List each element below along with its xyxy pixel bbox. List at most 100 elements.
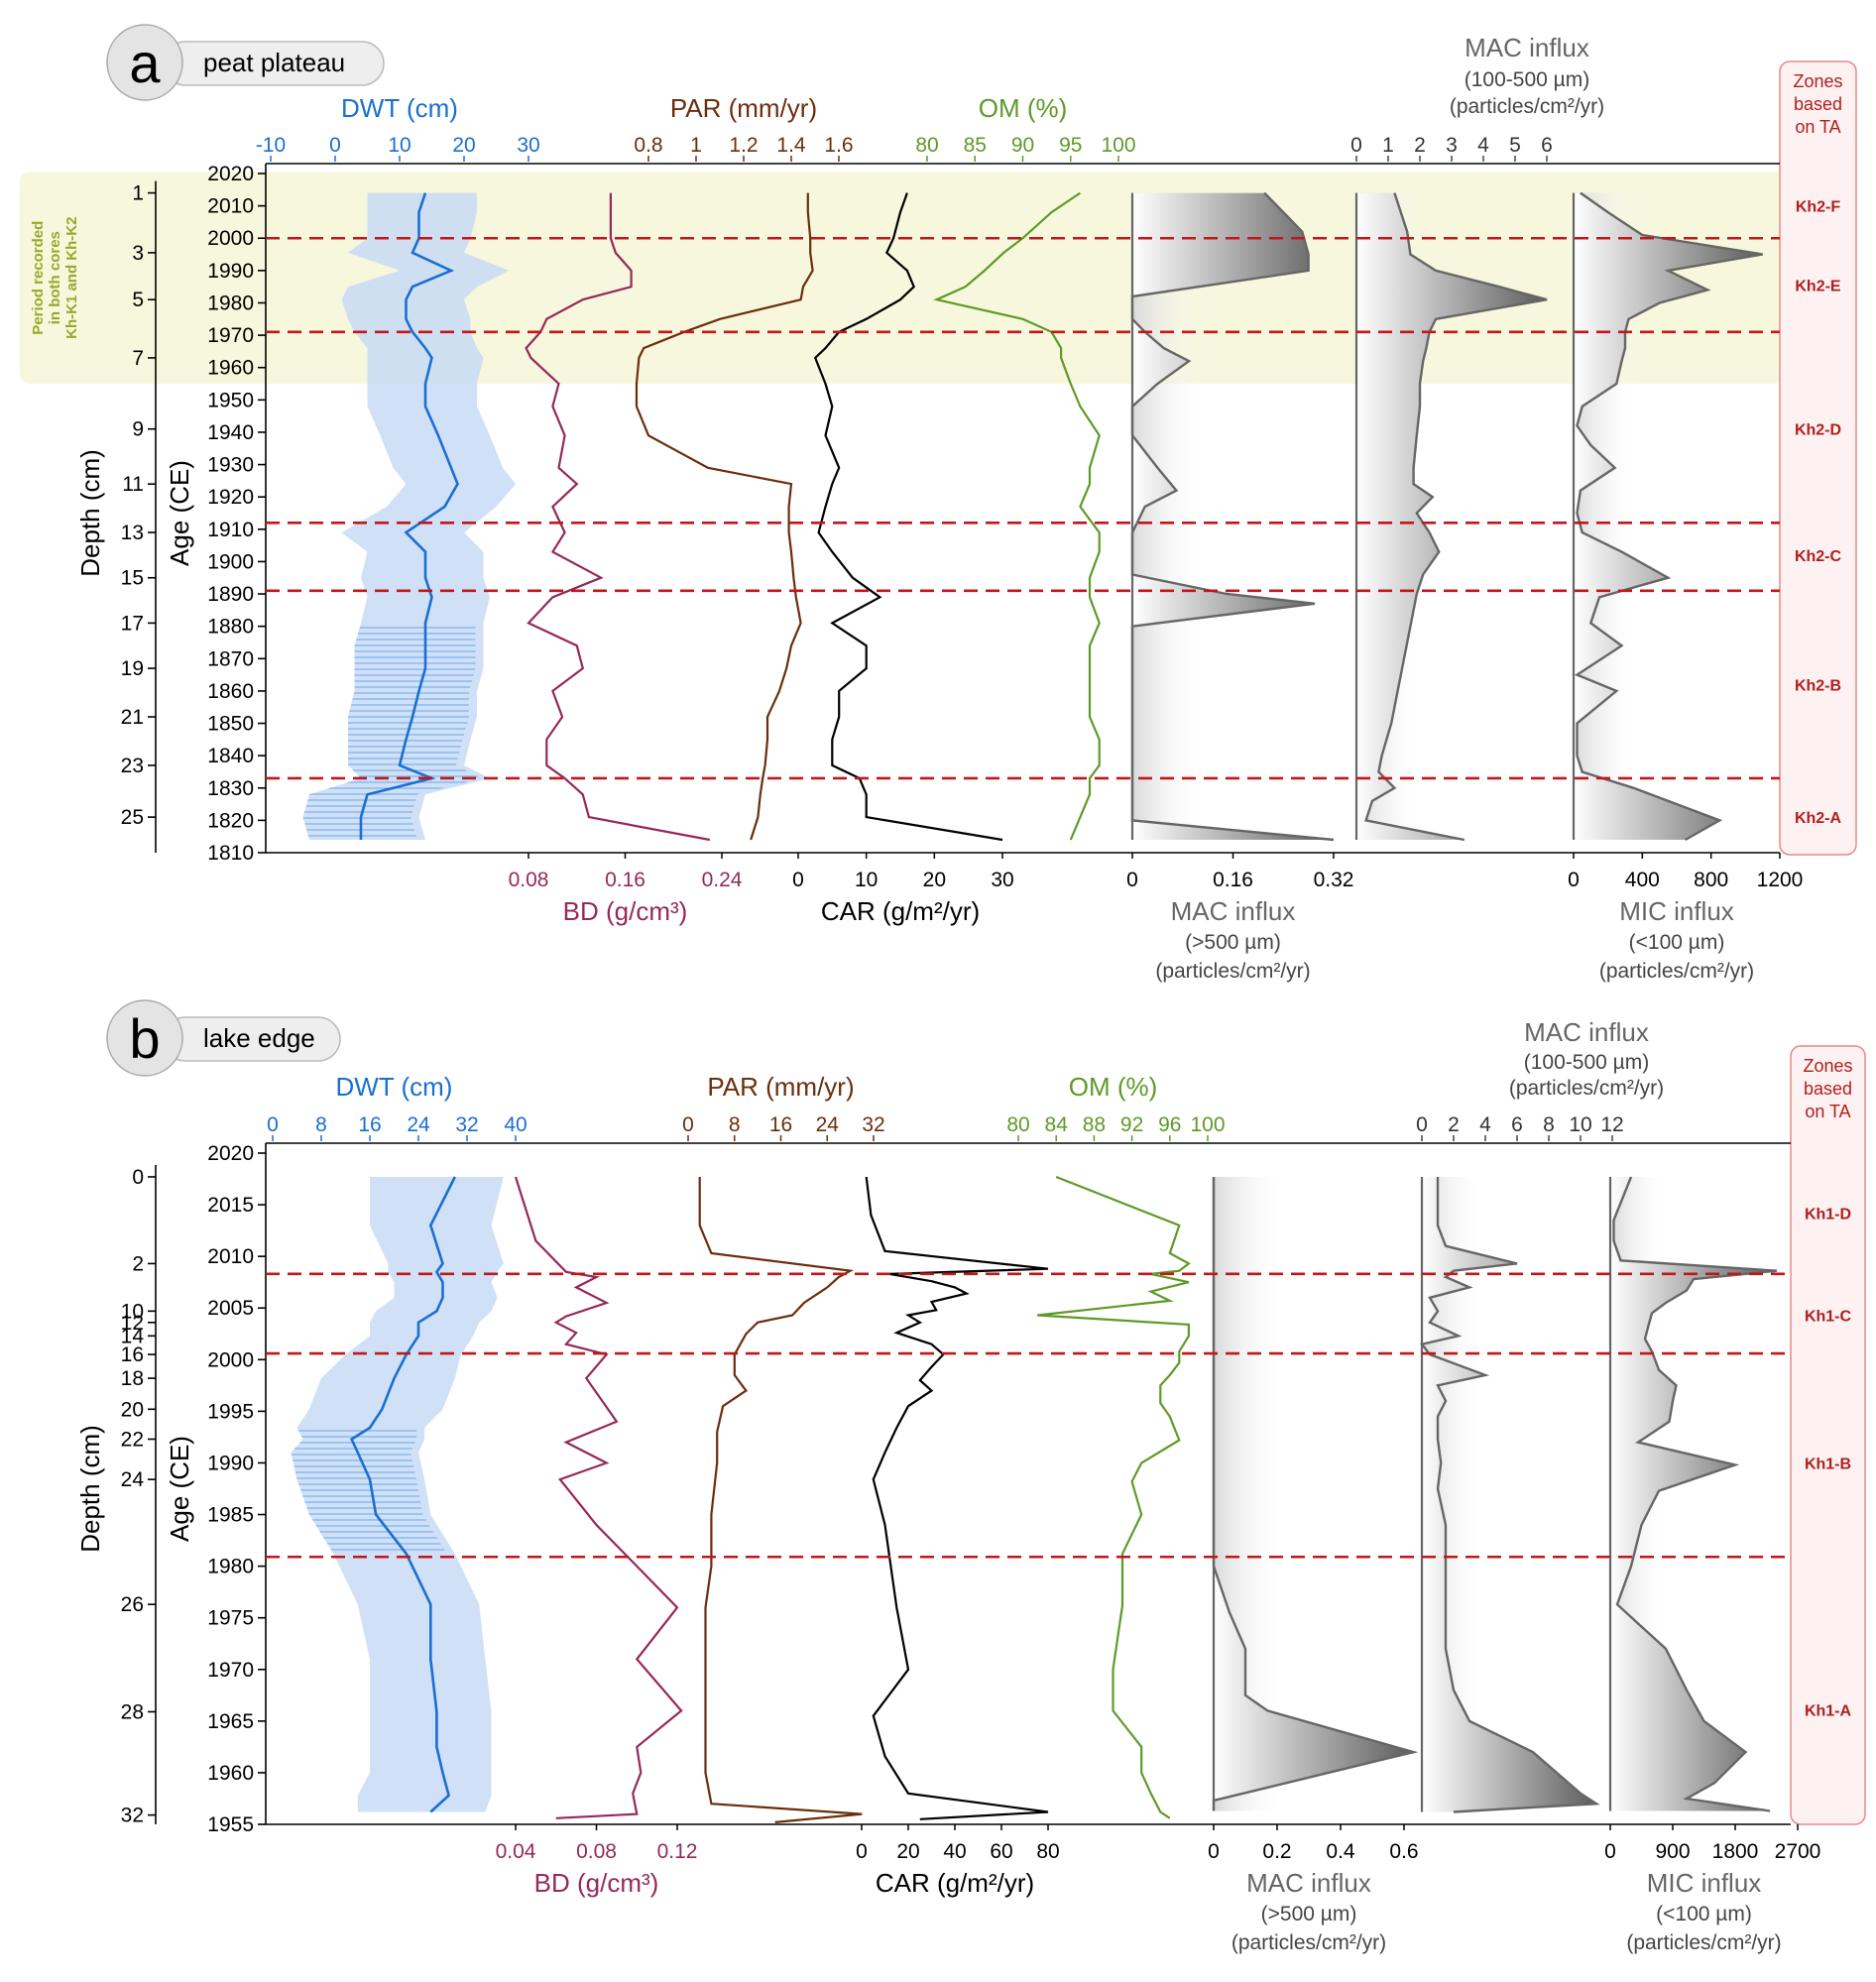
om-axis-tick-label: 96 [1158,1113,1181,1136]
age-tick-label: 2020 [207,1142,254,1165]
mic-axis-tick-label: 400 [1625,869,1660,891]
mac-small-axis-tick-label: 4 [1477,134,1489,157]
depth-tick-label: 5 [132,289,144,311]
zone-label: Kh2-C [1795,548,1842,565]
age-tick-label: 1830 [207,777,254,800]
dwt-axis-tick-label: 24 [407,1113,430,1136]
zone-label: Kh2-E [1795,279,1841,295]
mac-small-axis-tick-label: 12 [1600,1113,1623,1136]
depth-tick-label: 13 [121,522,144,544]
om-axis-tick-label: 85 [964,134,987,157]
age-tick-label: 1870 [207,647,254,670]
depth-tick-label: 11 [122,473,144,496]
age-tick-label: 1890 [207,583,254,606]
depth-tick-label: 23 [121,755,144,777]
mac-small-axis-tick-label: 10 [1569,1113,1591,1136]
age-tick-label: 1900 [207,550,254,573]
bd-axis-tick-label: 0.16 [605,869,645,891]
bd-axis-tick-label: 0.24 [702,869,743,891]
dwt-axis-tick-label: 40 [504,1113,527,1136]
dwt-axis-tick-label: 0 [267,1113,279,1136]
depth-tick-label: 20 [121,1398,144,1421]
mac-small-axis-tick-label: 2 [1414,134,1426,157]
om-axis-tick-label: 92 [1120,1113,1143,1136]
zones-title: based [1794,94,1842,114]
om-axis-tick-label: 100 [1190,1113,1225,1136]
depth-tick-label: 12 [121,1312,144,1335]
mic-axis-subtitle: (<100 µm) [1629,931,1725,954]
mic-axis-tick-label: 0 [1568,869,1580,891]
car-axis-tick-label: 0 [792,869,804,891]
bd-axis-tick-label: 0.08 [509,869,549,891]
mac-large-series-fade [1132,192,1204,840]
om-axis-title: OM (%) [979,93,1068,123]
age-tick-label: 2005 [207,1297,254,1320]
mic-axis-title: MIC influx [1647,1868,1762,1898]
zone-label: Kh2-A [1795,810,1842,827]
par-series-line [635,192,814,841]
panel-letter: b [129,1007,160,1070]
car-series-line [813,192,1003,842]
mac-large-series-line [1130,191,1335,842]
age-tick-label: 1960 [207,1762,254,1785]
age-tick-label: 1995 [207,1400,254,1423]
mac-large-axis-tick-label: 0.16 [1213,869,1253,891]
age-tick-label: 2000 [207,1348,254,1371]
mac-small-axis-title: MAC influx [1465,33,1589,62]
age-tick-label: 1810 [207,842,254,865]
mac-small-axis-subtitle: (100-500 µm) [1524,1051,1649,1074]
om-axis-tick-label: 95 [1059,134,1082,157]
site-label: lake edge [203,1023,315,1053]
age-tick-label: 2010 [207,1245,254,1268]
depth-tick-label: 9 [132,418,144,441]
dwt-axis-title: DWT (cm) [341,93,458,123]
mac-large-axis-tick-label: 0 [1126,869,1138,891]
highlight-caption-line: in both cores [47,231,63,324]
mac-large-axis-tick-label: 0.6 [1389,1840,1418,1863]
mac-large-axis-title: MAC influx [1171,896,1296,926]
mic-axis-tick-label: 2700 [1775,1840,1821,1863]
dwt-series-line [349,1176,456,1813]
mic-axis-tick-label: 900 [1655,1840,1690,1863]
bd-axis-tick-label: 0.08 [576,1840,617,1863]
dwt-axis-tick-label: 10 [388,134,410,157]
dwt-hatched-band [302,623,482,840]
depth-tick-label: 25 [121,806,144,829]
mac-large-series-line [1212,1177,1419,1811]
age-tick-label: 1970 [207,324,254,347]
car-axis-tick-label: 20 [923,869,946,891]
zone-label: Kh2-B [1795,677,1841,694]
depth-tick-label: 21 [121,706,144,729]
mac-large-axis-title: MAC influx [1246,1868,1371,1898]
mic-axis-tick-label: 0 [1604,1840,1616,1863]
mac-small-axis-tick-label: 1 [1382,134,1394,157]
age-tick-label: 1950 [207,389,254,411]
mac-large-axis-units: (particles/cm²/yr) [1155,960,1310,983]
par-axis-tick-label: 0.8 [634,134,662,157]
par-axis-tick-label: 1.2 [729,134,758,157]
dwt-hatched-band [291,1428,447,1555]
par-axis-tick-label: 32 [862,1113,884,1136]
age-tick-label: 1985 [207,1504,254,1527]
age-tick-label: 1940 [207,421,254,444]
car-axis-title: CAR (g/m²/yr) [876,1868,1034,1898]
depth-tick-label: 14 [121,1325,145,1347]
car-axis-tick-label: 20 [896,1840,919,1863]
mac-small-axis-units: (particles/cm²/yr) [1450,95,1604,118]
om-axis-tick-label: 80 [1006,1113,1029,1136]
zone-label: Kh1-D [1805,1206,1851,1223]
mic-axis-subtitle: (<100 µm) [1656,1903,1752,1925]
highlight-caption: Period recordedin both coresKh-K1 and Kh… [30,217,80,339]
panel-letter: a [129,32,161,94]
mic-axis-title: MIC influx [1619,896,1734,926]
site-label: peat plateau [203,48,345,77]
zones-title: on TA [1805,1102,1850,1121]
zones-title: based [1804,1079,1852,1099]
bd-axis-tick-label: 0.04 [496,1840,536,1863]
age-tick-label: 2000 [207,227,254,250]
mac-large-axis-units: (particles/cm²/yr) [1231,1931,1386,1954]
depth-tick-label: 7 [132,347,144,370]
age-tick-label: 2015 [207,1194,254,1217]
age-tick-label: 1955 [207,1813,254,1836]
